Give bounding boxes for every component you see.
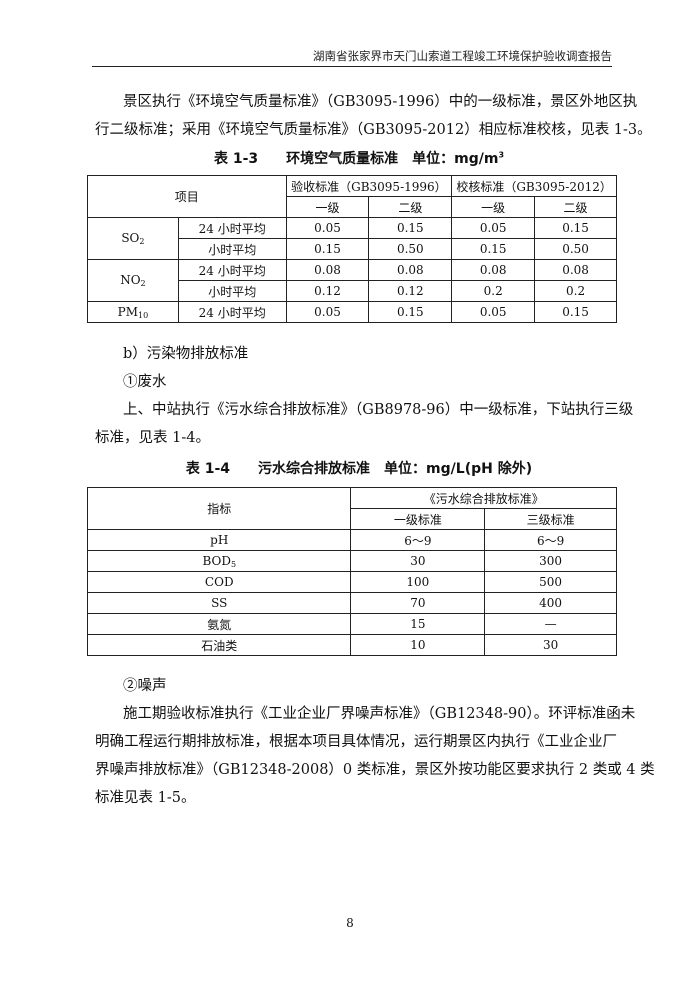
header-acceptance: 验收标准（GB3095-1996） [285,175,453,197]
value: 10 [350,634,486,656]
text-line: 明确工程运行期排放标准，根据本项目具体情况，运行期景区内执行《工业企业厂 [95,734,617,750]
indicator: SS [86,592,352,614]
text-line: 界噪声排放标准》（GB12348-2008）0 类标准，景区外按功能区要求执行 … [95,762,655,778]
value: 0.2 [451,280,536,302]
section-heading: b）污染物排放标准 [123,346,249,362]
value: 0.15 [368,301,453,323]
value: 70 [350,592,486,614]
text-line: 标准见表 1-5。 [95,790,196,806]
caption-unit: 单位：mg/L(pH 除外) [384,461,533,477]
text-line: 行二级标准；采用《环境空气质量标准》（GB3095-2012）相应标准校核，见表… [95,122,652,138]
value: 0.05 [285,217,370,239]
value: 0.08 [451,259,536,281]
section-pollutant: b）污染物排放标准 ①废水 上、中站执行《污水综合排放标准》（GB8978-96… [95,340,634,452]
section-noise: ②噪声 施工期验收标准执行《工业企业厂界噪声标准》（GB12348-90）。环评… [95,672,655,812]
value: 30 [484,634,617,656]
indicator: 石油类 [86,634,352,656]
table-1-4-caption: 表 1-4 污水综合排放标准 单位：mg/L(pH 除外) [87,458,617,478]
table-row: PM10 24 小时平均 0.05 0.15 0.05 0.15 [87,301,617,323]
caption-number: 表 1-3 [213,151,259,167]
indicator: 氨氮 [86,613,352,635]
pollutant-no2: NO2 [87,259,179,302]
text-line: 标准，见表 1-4。 [95,430,210,446]
value: 0.08 [368,259,453,281]
value: 0.08 [285,259,370,281]
value: 300 [484,550,617,572]
period: 小时平均 [177,238,287,260]
period: 24 小时平均 [177,217,287,239]
table-row: 石油类 10 30 [86,634,617,656]
value: 0.15 [285,238,370,260]
caption-title: 环境空气质量标准 [286,151,399,167]
value: 0.12 [285,280,370,302]
header-grade: 三级标准 [484,508,617,530]
period: 24 小时平均 [177,259,287,281]
header-grade: 二级 [534,196,617,218]
header-grade: 一级标准 [350,508,486,530]
page-number: 8 [346,916,354,930]
header-check: 校核标准（GB3095-2012） [451,175,617,197]
pollutant-pm10: PM10 [87,301,179,323]
header-grade: 二级 [368,196,453,218]
indicator: pH [86,529,352,551]
value: — [484,613,617,635]
air-quality-table: 项目 验收标准（GB3095-1996） 校核标准（GB3095-2012） 一… [87,175,617,323]
header-item: 项目 [87,175,287,218]
subsection-heading: ①废水 [123,374,167,390]
value: 0.12 [368,280,453,302]
value: 0.05 [285,301,370,323]
table-row: SO2 24 小时平均 0.05 0.15 0.05 0.15 [87,217,617,260]
caption-unit: 单位：mg/m3 [412,150,505,167]
header-rule [92,66,612,67]
value: 0.15 [534,217,617,239]
wastewater-table: 指标 《污水综合排放标准》 一级标准 三级标准 pH 6～9 6～9 BOD5 30 3… [86,487,617,656]
value: 0.15 [534,301,617,323]
value: 0.05 [451,217,536,239]
indicator: BOD5 [86,550,352,572]
value: 0.05 [451,301,536,323]
table-row: pH 6～9 6～9 [86,529,617,551]
table-row: NO2 24 小时平均 0.08 0.08 0.08 0.08 [87,259,617,302]
caption-title: 污水综合排放标准 [258,461,371,477]
value: 0.50 [368,238,453,260]
table-1-3-caption: 表 1-3 环境空气质量标准 单位：mg/m3 [87,148,617,168]
header-indicator: 指标 [86,487,352,530]
text-line: 施工期验收标准执行《工业企业厂界噪声标准》（GB12348-90）。环评标准函未 [123,706,636,722]
caption-number: 表 1-4 [185,461,231,477]
value: 0.08 [534,259,617,281]
running-header: 湖南省张家界市天门山索道工程竣工环境保护验收调查报告 [313,49,612,63]
value: 0.2 [534,280,617,302]
subsection-heading: ②噪声 [123,678,167,694]
value: 0.15 [451,238,536,260]
header-grade: 一级 [451,196,536,218]
value: 0.15 [368,217,453,239]
header-grade: 一级 [285,196,370,218]
table-row: 氨氮 15— [86,613,617,635]
table-row: COD 100 500 [86,571,617,593]
value: 400 [484,592,617,614]
indicator: COD [86,571,352,593]
period: 小时平均 [177,280,287,302]
table-row: SS 70 400 [86,592,617,614]
value: 0.50 [534,238,617,260]
value: 15 [350,613,486,635]
value: 100 [350,571,486,593]
text-line: 景区执行《环境空气质量标准》（GB3095-1996）中的一级标准，景区外地区执 [123,94,638,110]
value: 30 [350,550,486,572]
text-line: 上、中站执行《污水综合排放标准》（GB8978-96）中一级标准，下站执行三级 [123,402,634,418]
table-row: 小时平均 0.15 0.50 0.15 0.50 [88,238,617,260]
value: 6～9 [484,529,617,551]
value: 500 [484,571,617,593]
period: 24 小时平均 [177,301,287,323]
header-standard: 《污水综合排放标准》 [350,487,617,509]
value: 6～9 [350,529,486,551]
pollutant-so2: SO2 [87,217,179,260]
table-row: BOD5 30 300 [86,550,617,572]
paragraph-air-standard: 景区执行《环境空气质量标准》（GB3095-1996）中的一级标准，景区外地区执… [95,88,652,144]
